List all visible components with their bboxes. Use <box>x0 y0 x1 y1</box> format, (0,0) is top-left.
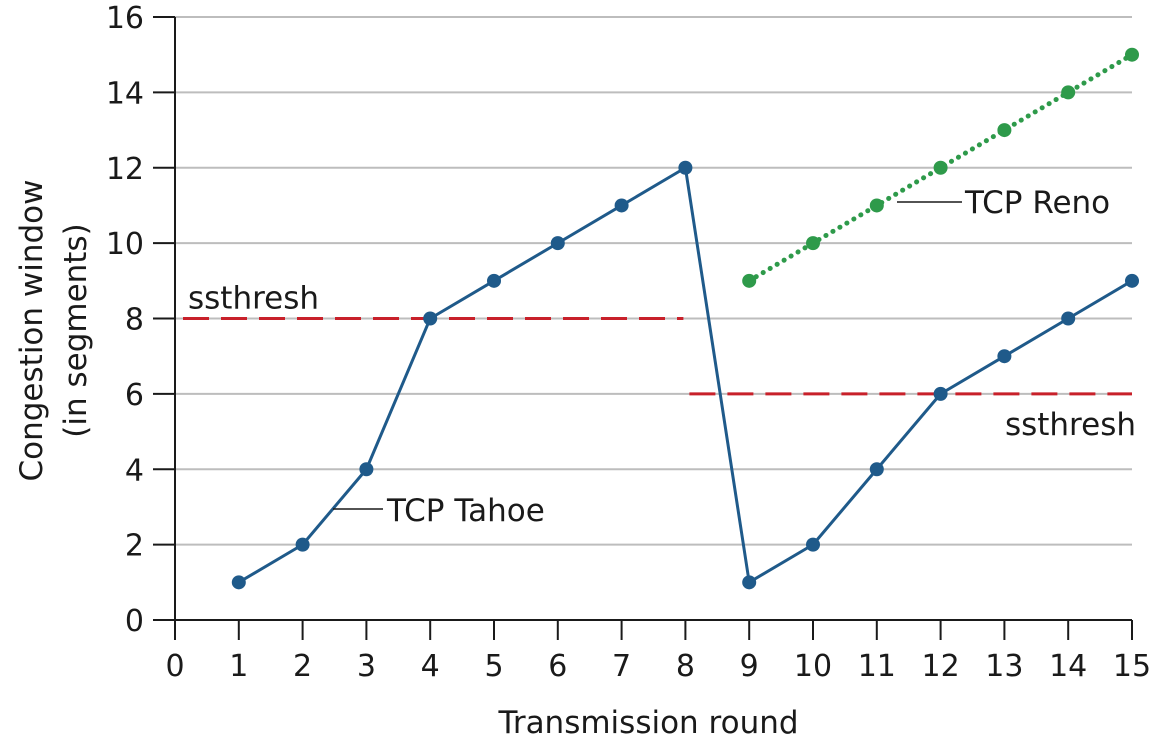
tcp-tahoe-point-12 <box>933 386 948 401</box>
x-tick-label-12: 12 <box>922 649 960 684</box>
y-axis-label-line-2: (in segments) <box>58 223 94 437</box>
x-tick-label-13: 13 <box>985 649 1023 684</box>
tcp-reno-point-13 <box>997 123 1012 138</box>
y-tick-label-6: 6 <box>125 378 144 413</box>
tcp-tahoe-point-5 <box>487 273 501 288</box>
x-tick-label-14: 14 <box>1049 649 1087 684</box>
grid-lines <box>175 16 1132 546</box>
tcp-reno-point-12 <box>933 160 948 175</box>
tcp-tahoe-point-15 <box>1125 273 1139 288</box>
tcp-reno-point-9 <box>742 273 757 288</box>
x-tick-label-2: 2 <box>293 649 312 684</box>
tcp-tahoe-point-9 <box>742 575 757 590</box>
x-tick-label-3: 3 <box>357 649 376 684</box>
tcp-tahoe-point-1 <box>231 575 246 590</box>
x-tick-label-7: 7 <box>612 649 631 684</box>
y-tick-label-2: 2 <box>125 529 144 564</box>
x-tick-label-11: 11 <box>858 649 896 684</box>
tcp-tahoe-point-2 <box>295 537 310 552</box>
tcp-tahoe-point-11 <box>869 462 884 477</box>
x-tick-label-4: 4 <box>421 649 440 684</box>
x-tick-label-15: 15 <box>1113 649 1151 684</box>
tcp-tahoe-point-4 <box>423 311 438 326</box>
y-tick-label-4: 4 <box>125 453 144 488</box>
tcp-tahoe-label: TCP Tahoe <box>386 493 545 529</box>
series-group <box>231 47 1139 590</box>
x-tick-label-8: 8 <box>676 649 695 684</box>
y-tick-label-14: 14 <box>106 76 144 111</box>
tcp-tahoe-point-7 <box>614 198 629 213</box>
x-tick-label-1: 1 <box>229 649 248 684</box>
tcp-tahoe-point-14 <box>1061 311 1076 326</box>
tcp-tahoe-point-6 <box>550 236 565 251</box>
tcp-reno-point-14 <box>1061 85 1076 100</box>
y-tick-label-0: 0 <box>125 604 144 639</box>
ssthresh-label-2: ssthresh <box>1005 407 1136 443</box>
x-tick-label-9: 9 <box>740 649 759 684</box>
tcp-reno-point-11 <box>869 198 884 213</box>
ssthresh-lines <box>183 317 1132 396</box>
x-tick-label-5: 5 <box>484 649 503 684</box>
tcp-reno-label: TCP Reno <box>964 185 1110 221</box>
x-tick-label-0: 0 <box>165 649 184 684</box>
tcp-tahoe-point-10 <box>806 537 820 552</box>
y-tick-label-16: 16 <box>106 1 144 36</box>
tcp-tahoe-line <box>237 166 1134 584</box>
tcp-tahoe-point-13 <box>997 349 1012 364</box>
y-tick-label-12: 12 <box>106 152 144 187</box>
tcp-tahoe-point-3 <box>359 462 374 477</box>
ssthresh-label-1: ssthresh <box>188 281 319 317</box>
y-tick-label-8: 8 <box>125 303 144 338</box>
y-tick-label-10: 10 <box>106 227 144 262</box>
x-axis-label: Transmission round <box>497 705 798 741</box>
x-tick-label-6: 6 <box>548 649 567 684</box>
tcp-reno-point-15 <box>1125 47 1139 62</box>
x-tick-label-10: 10 <box>794 649 832 684</box>
tcp-tahoe-point-8 <box>678 160 693 175</box>
y-axis-label-line-1: Congestion window <box>14 179 50 481</box>
annotations: ssthresh ssthresh TCP Tahoe TCP Reno <box>188 185 1136 529</box>
axis-labels: Transmission round Congestion window (in s… <box>14 179 799 741</box>
tcp-reno-point-10 <box>806 236 820 251</box>
